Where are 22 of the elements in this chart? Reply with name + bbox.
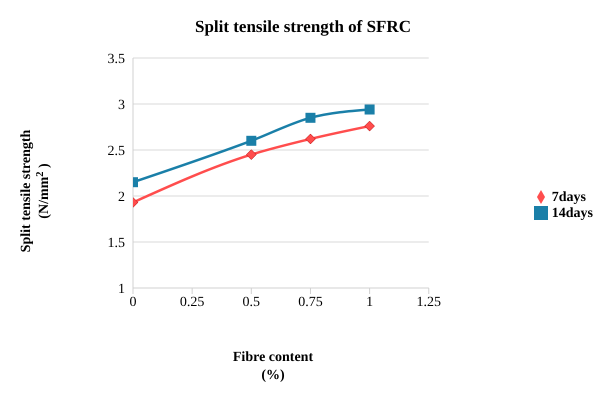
chart-title: Split tensile strength of SFRC <box>195 17 411 36</box>
legend-label: 14days <box>552 206 593 220</box>
legend-label: 7days <box>552 190 586 204</box>
y-tick-label: 1.5 <box>108 236 125 251</box>
point <box>305 112 316 123</box>
point <box>364 104 375 115</box>
x-axis-title: Fibre content (%) <box>232 350 314 383</box>
y-tick-label: 2 <box>118 190 125 205</box>
x-tick-label: 0.25 <box>180 294 204 310</box>
x-tick-label: 1.25 <box>416 294 442 310</box>
y-tick-label: 1 <box>118 282 125 297</box>
y-tick-label: 3.5 <box>108 52 125 67</box>
point <box>246 136 256 146</box>
x-tick-label: 0 <box>130 294 136 310</box>
y-tick-label: 2.5 <box>108 144 125 159</box>
x-tick-label: 0.5 <box>242 294 260 310</box>
x-tick-label: 0.75 <box>298 294 323 310</box>
y-tick-label: 3 <box>118 98 125 113</box>
point <box>305 134 316 144</box>
point <box>246 149 257 160</box>
point <box>364 120 375 132</box>
x-tick-label: 1 <box>366 294 374 310</box>
